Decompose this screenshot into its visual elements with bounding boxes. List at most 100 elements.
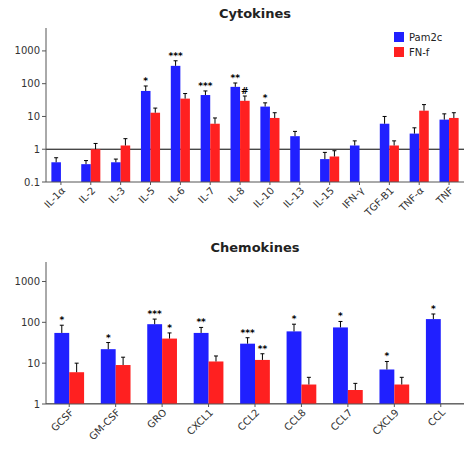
x-tick-label: GM-CSF (87, 407, 123, 443)
error-bar (174, 61, 178, 66)
error-bar (385, 361, 389, 369)
y-tick-label: 0.1 (24, 177, 40, 188)
y-tick-label: 1000 (15, 45, 40, 56)
error-stem (453, 113, 454, 118)
error-stem (394, 141, 395, 146)
x-tick-label: IL-2 (77, 185, 98, 206)
x-tick-label: IL-1α (42, 184, 68, 210)
error-bar (168, 333, 172, 339)
error-cap (392, 140, 396, 141)
significance: * (59, 315, 64, 325)
y-tick (42, 116, 46, 117)
x-tick (329, 182, 330, 185)
error-stem (334, 151, 335, 157)
x-tick-label: CXCL1 (185, 407, 215, 437)
error-bar (323, 152, 327, 159)
error-stem (354, 141, 355, 146)
chart: Cytokines0.11101001000**********#IL-1αIL… (0, 0, 474, 474)
bar (287, 331, 302, 404)
error-stem (414, 128, 415, 134)
error-bar (153, 319, 157, 324)
error-stem (169, 333, 170, 339)
bar (270, 118, 280, 182)
x-tick (150, 182, 151, 185)
significance: * (385, 351, 390, 361)
x-tick-label: CCL8 (282, 407, 308, 433)
error-cap (353, 140, 357, 141)
error-bar (292, 324, 296, 331)
error-bar (392, 141, 396, 146)
reference-line (46, 149, 464, 150)
bar (320, 159, 330, 182)
x-tick-label: TNF (433, 185, 455, 207)
error-cap (332, 150, 336, 151)
error-stem (355, 383, 356, 390)
bar (162, 339, 177, 404)
bar (410, 134, 420, 182)
x-tick (440, 404, 441, 407)
error-bar (263, 103, 267, 107)
error-bar (123, 139, 127, 146)
error-bar (307, 377, 311, 384)
error-cap (400, 377, 404, 378)
error-bar (199, 327, 203, 333)
error-bar (422, 105, 426, 111)
x-tick (299, 182, 300, 185)
error-bar (84, 161, 88, 165)
x-axis (46, 182, 464, 183)
bar (290, 136, 300, 182)
error-bar (214, 356, 218, 362)
error-stem (108, 343, 109, 350)
x-tick (359, 182, 360, 185)
error-cap (442, 113, 446, 114)
error-bar (400, 377, 404, 384)
bar (171, 66, 181, 182)
x-tick-label: IL-15 (311, 185, 336, 210)
error-bar (144, 86, 148, 91)
legend-swatch (394, 47, 404, 57)
error-cap (452, 112, 456, 113)
error-stem (185, 94, 186, 99)
bar (81, 164, 91, 182)
error-stem (123, 357, 124, 365)
bar (210, 124, 220, 182)
y-tick (42, 182, 46, 183)
error-stem (205, 91, 206, 95)
error-bar (273, 113, 277, 118)
x-tick (69, 404, 70, 407)
x-tick-label: IL-13 (281, 185, 306, 210)
error-cap (422, 104, 426, 105)
bar (180, 99, 190, 182)
significance: * (167, 323, 172, 333)
x-tick (90, 182, 91, 185)
error-cap (84, 160, 88, 161)
legend-label: Pam2c (409, 32, 442, 43)
x-tick-label: GRO (145, 407, 169, 431)
y-tick (42, 322, 46, 323)
error-bar (121, 357, 125, 365)
error-stem (386, 361, 387, 369)
bar (419, 111, 429, 182)
error-stem (295, 131, 296, 136)
bar (255, 360, 270, 404)
x-tick (419, 182, 420, 185)
error-bar (106, 343, 110, 350)
significance: *** (198, 81, 212, 91)
error-bar (243, 96, 247, 101)
x-tick (240, 182, 241, 185)
bar (394, 385, 409, 404)
bar (194, 333, 209, 404)
reference-line (46, 404, 464, 405)
error-stem (433, 314, 434, 319)
bar (91, 149, 101, 182)
marks (46, 61, 464, 182)
error-bar (353, 141, 357, 146)
bar (301, 385, 316, 404)
significance: ** (196, 317, 206, 327)
significance: *** (148, 309, 162, 319)
x-tick (115, 404, 116, 407)
bar (379, 369, 394, 404)
x-tick-label: CCL (426, 406, 448, 428)
significance: ** (231, 73, 241, 83)
x-tick-label: CCL2 (235, 407, 261, 433)
